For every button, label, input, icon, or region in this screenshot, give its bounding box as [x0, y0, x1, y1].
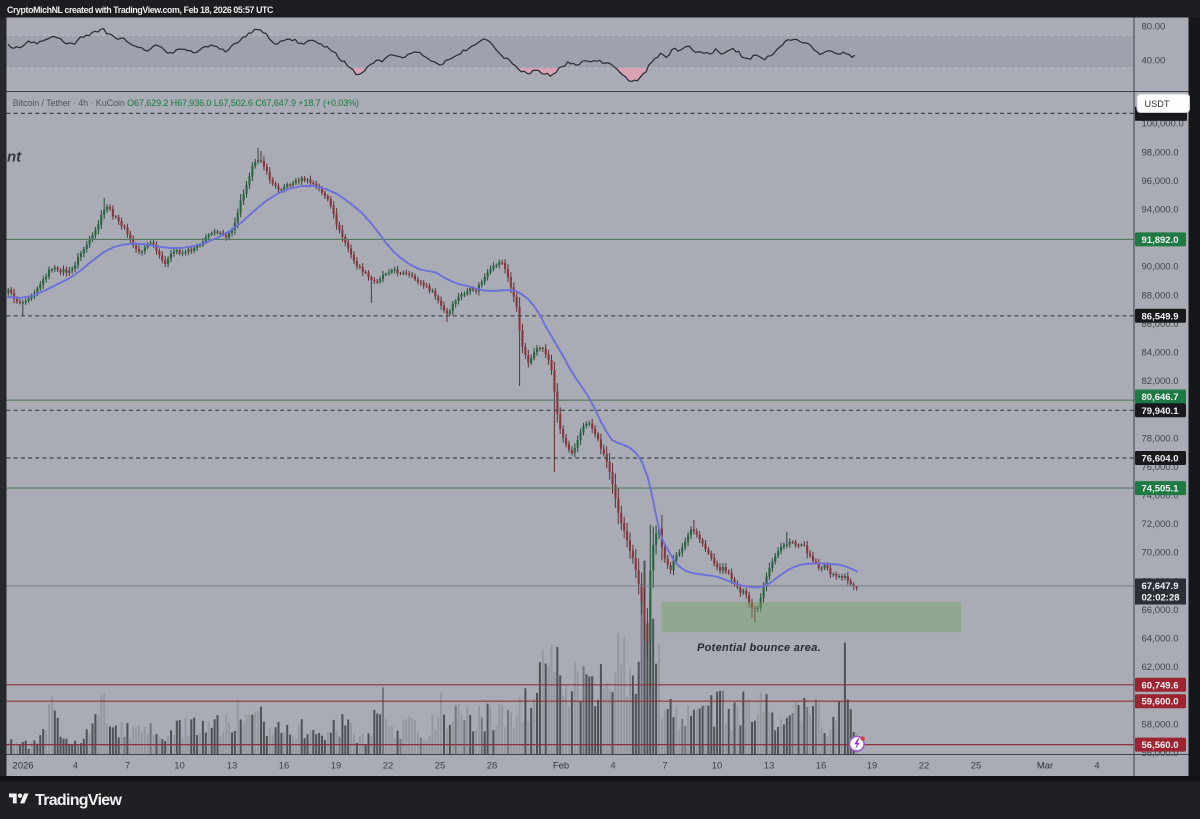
svg-text:88,000.0: 88,000.0 — [1142, 290, 1179, 301]
svg-text:82,000.0: 82,000.0 — [1142, 376, 1179, 387]
svg-text:72,000.0: 72,000.0 — [1142, 519, 1179, 530]
svg-text:28: 28 — [487, 761, 498, 772]
svg-text:CryptoMichNL created with Trad: CryptoMichNL created with TradingView.co… — [7, 5, 274, 15]
svg-text:79,940.1: 79,940.1 — [1142, 406, 1180, 417]
svg-text:Mar: Mar — [1037, 761, 1053, 772]
svg-text:62,000.0: 62,000.0 — [1142, 662, 1179, 673]
svg-text:22: 22 — [383, 761, 394, 772]
svg-text:Potential bounce area.: Potential bounce area. — [697, 642, 821, 654]
svg-text:86,549.9: 86,549.9 — [1142, 311, 1179, 322]
svg-text:60,749.6: 60,749.6 — [1142, 680, 1179, 691]
svg-text:2026: 2026 — [12, 761, 33, 772]
svg-text:96,000.0: 96,000.0 — [1142, 176, 1179, 187]
svg-text:70,000.0: 70,000.0 — [1142, 548, 1179, 559]
svg-text:66,000.0: 66,000.0 — [1142, 605, 1179, 616]
svg-text:40.00: 40.00 — [1142, 55, 1166, 66]
svg-text:13: 13 — [764, 761, 775, 772]
svg-text:59,600.0: 59,600.0 — [1142, 697, 1179, 708]
svg-text:64,000.0: 64,000.0 — [1142, 634, 1179, 645]
svg-text:19: 19 — [331, 761, 342, 772]
svg-text:90,000.0: 90,000.0 — [1142, 262, 1179, 273]
svg-text:16: 16 — [816, 761, 827, 772]
svg-text:Feb: Feb — [553, 761, 569, 772]
svg-text:22: 22 — [919, 761, 930, 772]
svg-text:80.00: 80.00 — [1142, 22, 1166, 33]
svg-text:74,505.1: 74,505.1 — [1142, 484, 1180, 495]
svg-text:Bitcoin / Tether · 4h · KuCoin: Bitcoin / Tether · 4h · KuCoin O67,629.2… — [13, 98, 359, 108]
svg-text:4: 4 — [610, 761, 615, 772]
svg-text:25: 25 — [435, 761, 446, 772]
svg-text:98,000.0: 98,000.0 — [1142, 147, 1179, 158]
svg-text:02:02:28: 02:02:28 — [1142, 593, 1180, 604]
svg-text:7: 7 — [662, 761, 667, 772]
svg-text:94,000.0: 94,000.0 — [1142, 205, 1179, 216]
svg-text:56,560.0: 56,560.0 — [1142, 740, 1179, 751]
svg-text:76,000.0: 76,000.0 — [1142, 462, 1179, 473]
svg-text:58,000.0: 58,000.0 — [1142, 719, 1179, 730]
svg-text:74,000.0: 74,000.0 — [1142, 491, 1179, 502]
svg-text:13: 13 — [227, 761, 238, 772]
svg-text:7: 7 — [125, 761, 130, 772]
svg-text:nt: nt — [7, 149, 22, 166]
svg-text:10: 10 — [174, 761, 185, 772]
svg-text:25: 25 — [971, 761, 982, 772]
svg-text:TradingView: TradingView — [35, 792, 123, 809]
svg-text:91,892.0: 91,892.0 — [1142, 235, 1179, 246]
svg-text:76,604.0: 76,604.0 — [1142, 454, 1179, 465]
svg-text:19: 19 — [867, 761, 878, 772]
svg-text:86,000.0: 86,000.0 — [1142, 319, 1179, 330]
svg-text:16: 16 — [279, 761, 290, 772]
svg-text:USDT: USDT — [1145, 99, 1170, 109]
svg-text:84,000.0: 84,000.0 — [1142, 348, 1179, 359]
svg-text:67,647.9: 67,647.9 — [1142, 581, 1179, 592]
svg-text:78,000.0: 78,000.0 — [1142, 433, 1179, 444]
svg-text:4: 4 — [1094, 761, 1099, 772]
svg-text:4: 4 — [73, 761, 78, 772]
svg-text:100,000.0: 100,000.0 — [1142, 119, 1184, 130]
svg-text:80,646.7: 80,646.7 — [1142, 392, 1179, 403]
svg-text:10: 10 — [712, 761, 723, 772]
svg-text:56,000.0: 56,000.0 — [1142, 748, 1179, 759]
